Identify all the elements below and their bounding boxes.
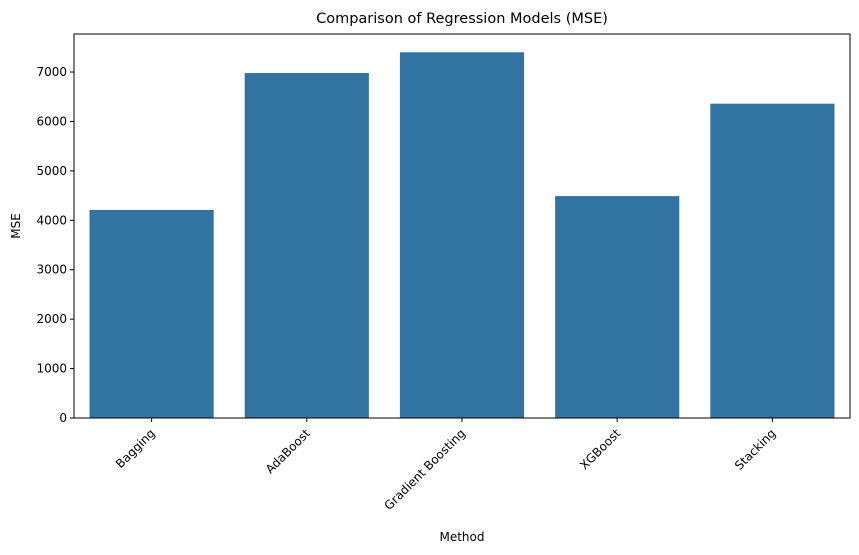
x-tick-label: Gradient Boosting <box>382 426 469 513</box>
y-tick-label: 0 <box>59 411 67 425</box>
bar-bagging <box>89 209 214 418</box>
chart-title: Comparison of Regression Models (MSE) <box>316 11 608 27</box>
y-tick-label: 4000 <box>36 213 67 227</box>
bar-xgboost <box>555 196 680 418</box>
y-axis-label: MSE <box>9 213 23 239</box>
bar-stacking <box>710 103 835 418</box>
x-axis-label: Method <box>439 530 484 544</box>
y-tick-label: 7000 <box>36 65 67 79</box>
bar-gradient-boosting <box>399 52 525 419</box>
y-tick-label: 6000 <box>36 114 67 128</box>
bar-adaboost <box>244 73 369 418</box>
y-tick-label: 1000 <box>36 362 67 376</box>
y-tick-label: 5000 <box>36 164 67 178</box>
y-tick-label: 3000 <box>36 263 67 277</box>
x-tick-label: XGBoost <box>577 426 623 472</box>
y-tick-label: 2000 <box>36 312 67 326</box>
x-tick-label: Bagging <box>113 426 158 471</box>
bars-group <box>89 52 835 419</box>
y-axis: 0 1000 2000 3000 4000 5000 6000 7000 <box>36 65 74 425</box>
x-tick-label: Stacking <box>732 426 779 473</box>
x-axis: Bagging AdaBoost Gradient Boosting XGBoost S… <box>113 418 779 513</box>
x-tick-label: AdaBoost <box>263 426 313 476</box>
plot-frame <box>73 33 851 419</box>
